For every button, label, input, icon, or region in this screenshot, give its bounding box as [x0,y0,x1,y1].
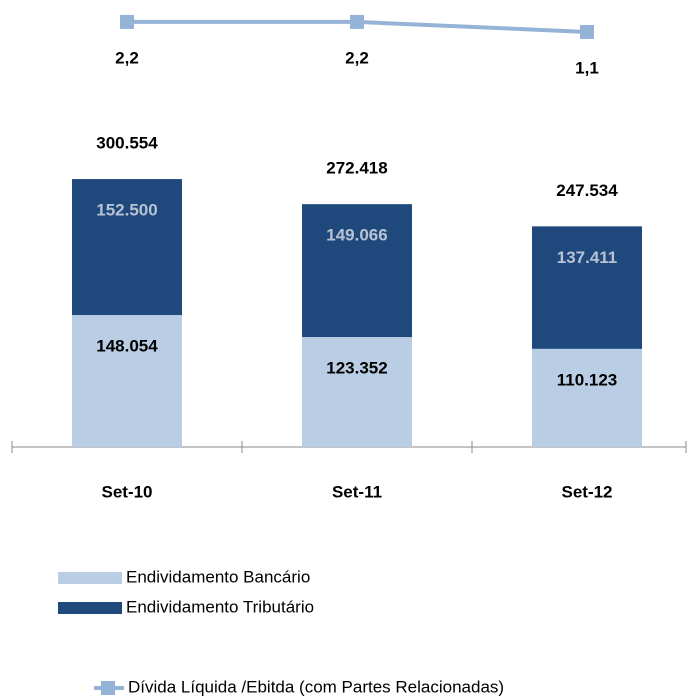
bar-value-label: 123.352 [326,359,387,378]
bar-segment [532,226,642,349]
line-value-label: 2,2 [115,48,139,67]
legend-swatch [58,602,122,614]
total-label: 300.554 [96,134,158,153]
legend-label: Endividamento Bancário [126,567,310,586]
legend-swatch [58,572,122,584]
bar-segment [302,337,412,447]
line-marker [580,24,594,39]
bar-value-label: 152.500 [96,201,157,220]
legend-label: Dívida Líquida /Ebitda (com Partes Relac… [128,677,504,696]
bar-value-label: 149.066 [326,226,387,245]
legend-label: Endividamento Tributário [126,597,314,616]
bar-value-label: 137.411 [557,248,618,267]
bar-segment [302,204,412,338]
total-label: 247.534 [556,181,618,200]
bar-segment [72,179,182,316]
line-value-label: 2,2 [345,48,369,67]
x-tick-label: Set-10 [101,482,152,501]
line-value-label: 1,1 [575,58,599,77]
legend-marker [101,681,115,695]
bar-segment [72,315,182,447]
line-marker [120,14,134,29]
x-tick-label: Set-12 [561,482,612,501]
x-tick-label: Set-11 [332,482,382,501]
bar-value-label: 148.054 [96,337,158,356]
bar-value-label: 110.123 [557,370,618,389]
bar-segment [532,348,642,447]
line-marker [350,14,364,29]
total-label: 272.418 [326,159,387,178]
